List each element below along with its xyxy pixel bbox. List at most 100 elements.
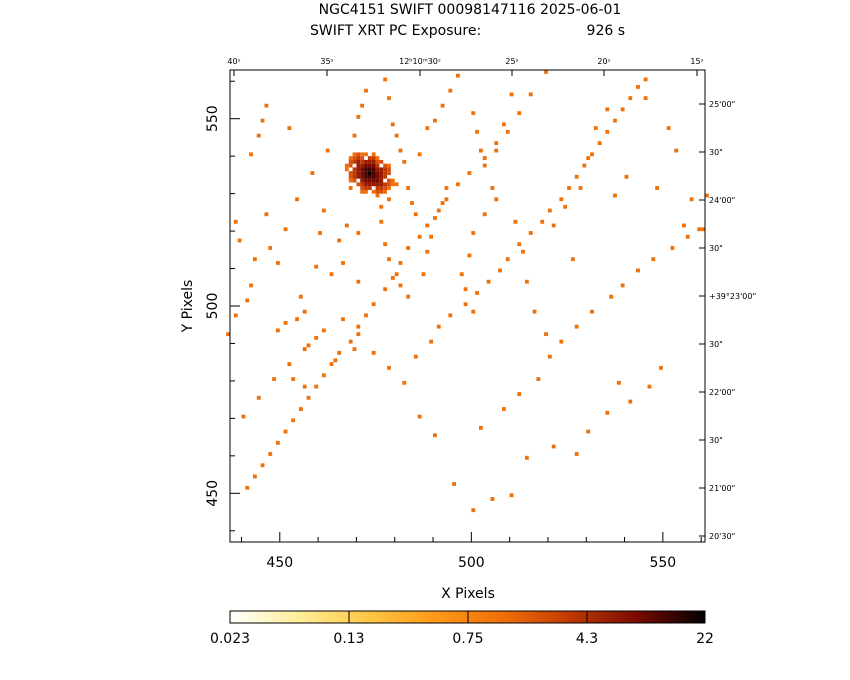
event-pixel	[252, 474, 257, 479]
event-pixel	[237, 238, 242, 243]
source-pixel	[360, 156, 365, 160]
source-pixel	[367, 174, 372, 179]
exposure-value: 926 s	[587, 23, 625, 39]
event-pixel	[498, 268, 502, 273]
event-pixel	[597, 141, 602, 146]
source-pixel	[364, 163, 368, 168]
ra-tick-label: 25ˢ	[505, 57, 518, 66]
source-counts	[344, 152, 395, 198]
event-pixel	[383, 77, 388, 82]
event-pixel	[448, 88, 453, 93]
source-pixel	[383, 167, 388, 172]
source-pixel	[379, 186, 384, 190]
event-pixel	[272, 377, 276, 382]
source-pixel	[360, 186, 365, 190]
event-pixel	[482, 212, 487, 217]
source-pixel	[360, 167, 365, 172]
event-pixel	[252, 257, 257, 262]
source-pixel	[356, 159, 361, 164]
event-pixel	[509, 493, 514, 498]
ra-tick-label: 12ʰ10ᵐ30ˢ	[399, 57, 441, 66]
event-pixel	[356, 114, 361, 119]
source-pixel	[383, 189, 388, 194]
event-pixel	[590, 309, 594, 314]
event-pixel	[295, 317, 299, 322]
dec-tick-label: 25'00"	[709, 100, 735, 109]
source-pixel	[383, 171, 388, 175]
source-pixel	[364, 167, 368, 172]
event-pixel	[613, 118, 617, 123]
event-pixel	[647, 384, 652, 389]
event-pixel	[398, 148, 403, 153]
event-pixel	[387, 197, 391, 202]
event-pixel	[406, 294, 411, 299]
source-pixel	[364, 178, 368, 183]
source-pixel	[383, 174, 388, 179]
event-pixel	[586, 429, 591, 434]
event-pixel	[636, 268, 640, 273]
source-pixel	[356, 156, 361, 160]
source-pixel	[348, 178, 353, 183]
event-pixel	[494, 197, 499, 202]
event-pixel	[314, 264, 319, 269]
event-pixel	[574, 452, 579, 456]
source-pixel	[375, 156, 380, 160]
event-pixel	[302, 309, 307, 314]
event-pixel	[295, 197, 299, 202]
event-pixel	[364, 313, 368, 318]
event-pixel	[371, 302, 376, 307]
source-pixel	[375, 159, 380, 164]
source-pixel	[360, 189, 365, 194]
dec-tick-label: 22'00"	[709, 388, 735, 397]
source-pixel	[371, 171, 376, 175]
event-pixel	[425, 223, 430, 228]
source-pixel	[375, 174, 380, 179]
source-pixel	[360, 159, 365, 164]
source-pixel	[371, 163, 376, 168]
event-pixel	[398, 261, 403, 265]
dec-tick-label: 20'30"	[709, 532, 735, 541]
event-pixel	[356, 324, 361, 329]
event-pixel	[410, 201, 414, 205]
event-pixel	[298, 294, 303, 299]
source-pixel	[364, 182, 368, 187]
event-pixel	[283, 227, 288, 232]
source-pixel	[364, 152, 368, 157]
event-pixel	[287, 126, 292, 131]
event-pixel	[570, 257, 575, 262]
source-pixel	[371, 167, 376, 172]
exposure-label: SWIFT XRT PC Exposure:	[310, 23, 481, 39]
source-pixel	[367, 163, 372, 168]
source-pixel	[383, 163, 388, 168]
event-pixel	[444, 186, 449, 190]
dec-tick-label: +39°23'00"	[709, 292, 756, 301]
source-pixel	[352, 159, 357, 164]
event-pixel	[494, 141, 499, 146]
source-pixel	[387, 167, 391, 172]
event-pixel	[456, 73, 460, 78]
source-pixel	[379, 174, 384, 179]
event-pixel	[387, 96, 391, 101]
event-pixel	[348, 339, 353, 344]
event-pixel	[593, 126, 598, 131]
dec-tick-label: 30"	[709, 148, 723, 157]
source-pixel	[375, 182, 380, 187]
source-pixel	[390, 182, 395, 187]
source-pixel	[387, 163, 391, 168]
event-pixel	[383, 287, 388, 292]
event-pixel	[697, 227, 702, 232]
event-pixel	[348, 186, 353, 190]
event-pixel	[364, 88, 368, 93]
event-pixel	[233, 313, 238, 318]
x-tick-label: 550	[649, 555, 676, 571]
source-pixel	[367, 178, 372, 183]
source-pixel	[348, 171, 353, 175]
event-pixel	[344, 223, 349, 228]
source-pixel	[371, 178, 376, 183]
event-pixel	[371, 350, 376, 355]
source-pixel	[352, 152, 357, 157]
event-pixel	[241, 414, 246, 419]
event-pixel	[433, 118, 437, 123]
event-pixel	[406, 246, 411, 250]
event-pixel	[398, 283, 403, 288]
